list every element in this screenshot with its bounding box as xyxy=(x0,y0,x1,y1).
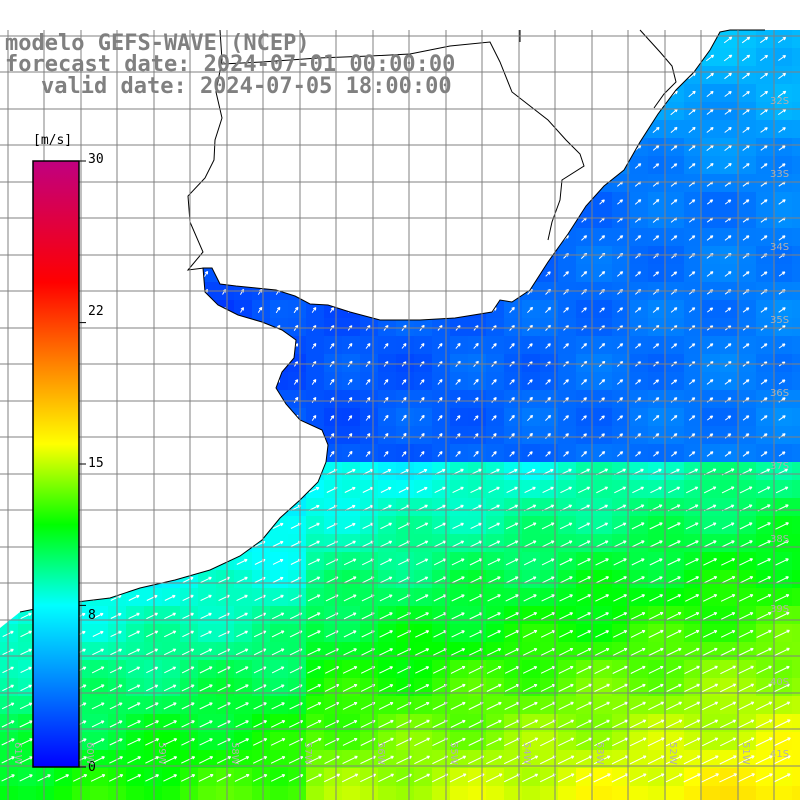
lat-label-39s: 39S xyxy=(770,604,790,615)
lon-label-53w: 53W xyxy=(594,742,605,765)
lat-label-41s: 41S xyxy=(770,749,790,760)
lat-label-40s: 40S xyxy=(770,677,790,688)
valid-date-label: valid date: 2024-07-05 18:00:00 xyxy=(41,74,452,99)
lon-label-57w: 57W xyxy=(302,742,313,765)
forecast-date-label: forecast date: 2024-07-01 00:00:00 xyxy=(5,52,456,77)
colorbar xyxy=(32,160,80,768)
lat-label-37s: 37S xyxy=(770,461,790,472)
colorbar-tick-0: 0 xyxy=(88,760,96,775)
colorbar-tick-15: 15 xyxy=(88,456,104,471)
colorbar-unit-label: [m/s] xyxy=(33,133,73,148)
lat-label-36s: 36S xyxy=(770,388,790,399)
lon-label-56w: 56W xyxy=(375,742,386,765)
lon-label-59w: 59W xyxy=(156,742,167,765)
colorbar-tick-8: 8 xyxy=(88,608,96,623)
lon-label-54w: 54W xyxy=(521,742,532,765)
colorbar-tick-22: 22 xyxy=(88,304,104,319)
lat-label-32s: 32S xyxy=(770,96,790,107)
lat-label-33s: 33S xyxy=(770,169,790,180)
lon-label-55w: 55W xyxy=(448,742,459,765)
lon-label-52w: 52W xyxy=(667,742,678,765)
lon-label-60w: 60W xyxy=(84,742,95,765)
model-title: modelo GEFS-WAVE (NCEP) xyxy=(5,31,310,56)
lat-label-35s: 35S xyxy=(770,315,790,326)
lat-label-38s: 38S xyxy=(770,534,790,545)
lon-label-51w: 51W xyxy=(740,742,751,765)
lon-label-58w: 58W xyxy=(229,742,240,765)
graticule-fine xyxy=(0,30,800,800)
lat-label-34s: 34S xyxy=(770,242,790,253)
lon-label-61w: 61W xyxy=(12,742,23,765)
border-brazil xyxy=(519,29,677,109)
graticule xyxy=(0,30,800,800)
colorbar-tick-30: 30 xyxy=(88,152,104,167)
border-uruguay-brazil xyxy=(221,41,585,241)
